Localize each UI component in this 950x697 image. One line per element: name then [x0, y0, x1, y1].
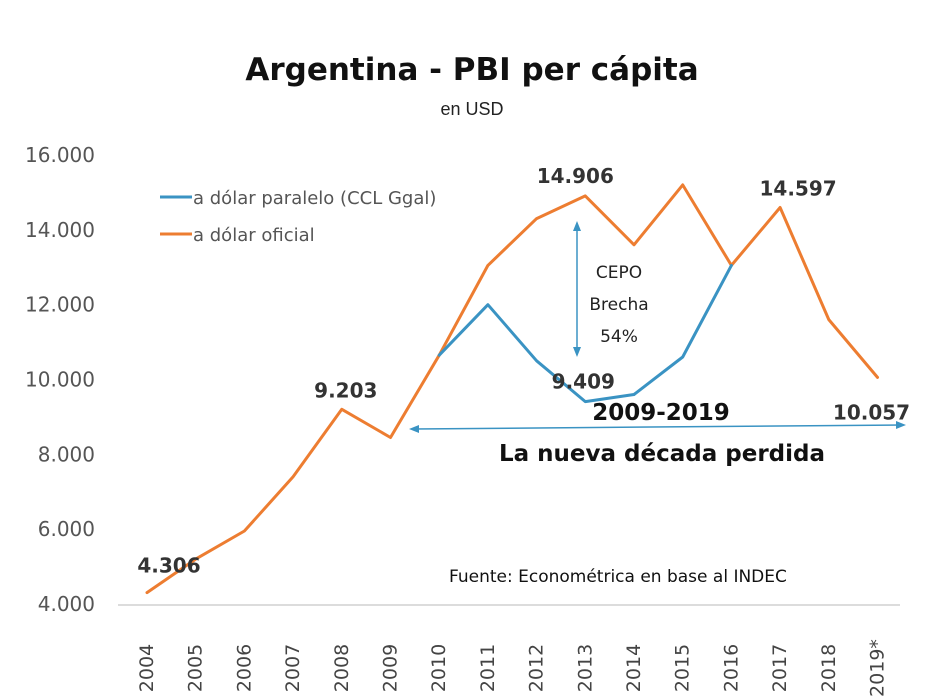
decade-annotation: 2009-2019 La nueva década perdida	[409, 400, 906, 467]
data-label: 9.203	[314, 378, 377, 402]
y-tick-label: 10.000	[25, 368, 95, 392]
x-tick-label: 2017	[769, 644, 791, 692]
x-tick-label: 2006	[233, 644, 255, 692]
x-tick-label: 2010	[428, 644, 450, 692]
x-tick-label: 2016	[720, 644, 742, 692]
chart-subtitle: en USD	[440, 99, 503, 119]
y-tick-label: 16.000	[25, 143, 95, 167]
x-tick-label: 2004	[136, 644, 158, 692]
y-tick-label: 14.000	[25, 218, 95, 242]
legend: a dólar paralelo (CCL Ggal) a dólar ofic…	[160, 188, 436, 246]
period-label: 2009-2019	[592, 400, 730, 426]
cepo-label: CEPO	[596, 263, 642, 283]
x-tick-label: 2012	[526, 644, 548, 692]
data-label: 4.306	[137, 554, 200, 578]
x-tick-label: 2015	[672, 644, 694, 692]
data-labels: 4.306 9.203 14.906 9.409 14.597 10.057	[137, 164, 910, 578]
data-label: 9.409	[552, 370, 615, 394]
brecha-label: Brecha	[589, 295, 648, 315]
series-line-oficial	[145, 183, 879, 595]
x-tick-label: 2007	[282, 644, 304, 692]
cepo-annotation: CEPO Brecha 54%	[573, 221, 649, 357]
legend-label-oficial: a dólar oficial	[193, 225, 315, 246]
data-label: 14.597	[760, 176, 837, 200]
decade-span-arrow	[409, 421, 906, 433]
x-tick-label: 2013	[574, 644, 596, 692]
series-layer	[145, 183, 879, 595]
x-tick-label: 2019*	[867, 639, 889, 697]
x-axis: 2004 2005 2006 2007 2008 2009 2010 2011 2012 2013…	[136, 639, 889, 697]
x-tick-label: 2014	[623, 644, 645, 692]
data-label: 14.906	[537, 164, 614, 188]
x-tick-label: 2009	[380, 644, 402, 692]
y-tick-label: 8.000	[38, 442, 95, 466]
y-tick-label: 12.000	[25, 293, 95, 317]
x-tick-label: 2018	[818, 644, 840, 692]
legend-label-paralelo: a dólar paralelo (CCL Ggal)	[193, 188, 436, 209]
x-tick-label: 2008	[331, 644, 353, 692]
x-tick-label: 2011	[477, 644, 499, 692]
decade-label: La nueva década perdida	[499, 441, 825, 467]
data-label: 10.057	[833, 400, 910, 424]
brecha-percent: 54%	[600, 327, 638, 347]
x-tick-label: 2005	[185, 644, 207, 692]
series-line-paralelo	[437, 263, 733, 404]
y-tick-label: 6.000	[38, 517, 95, 541]
chart-title: Argentina - PBI per cápita	[245, 52, 698, 88]
source-note: Fuente: Econométrica en base al INDEC	[449, 567, 787, 587]
y-axis: 4.000 6.000 8.000 10.000 12.000 14.000 16.000	[25, 143, 95, 616]
y-tick-label: 4.000	[38, 592, 95, 616]
